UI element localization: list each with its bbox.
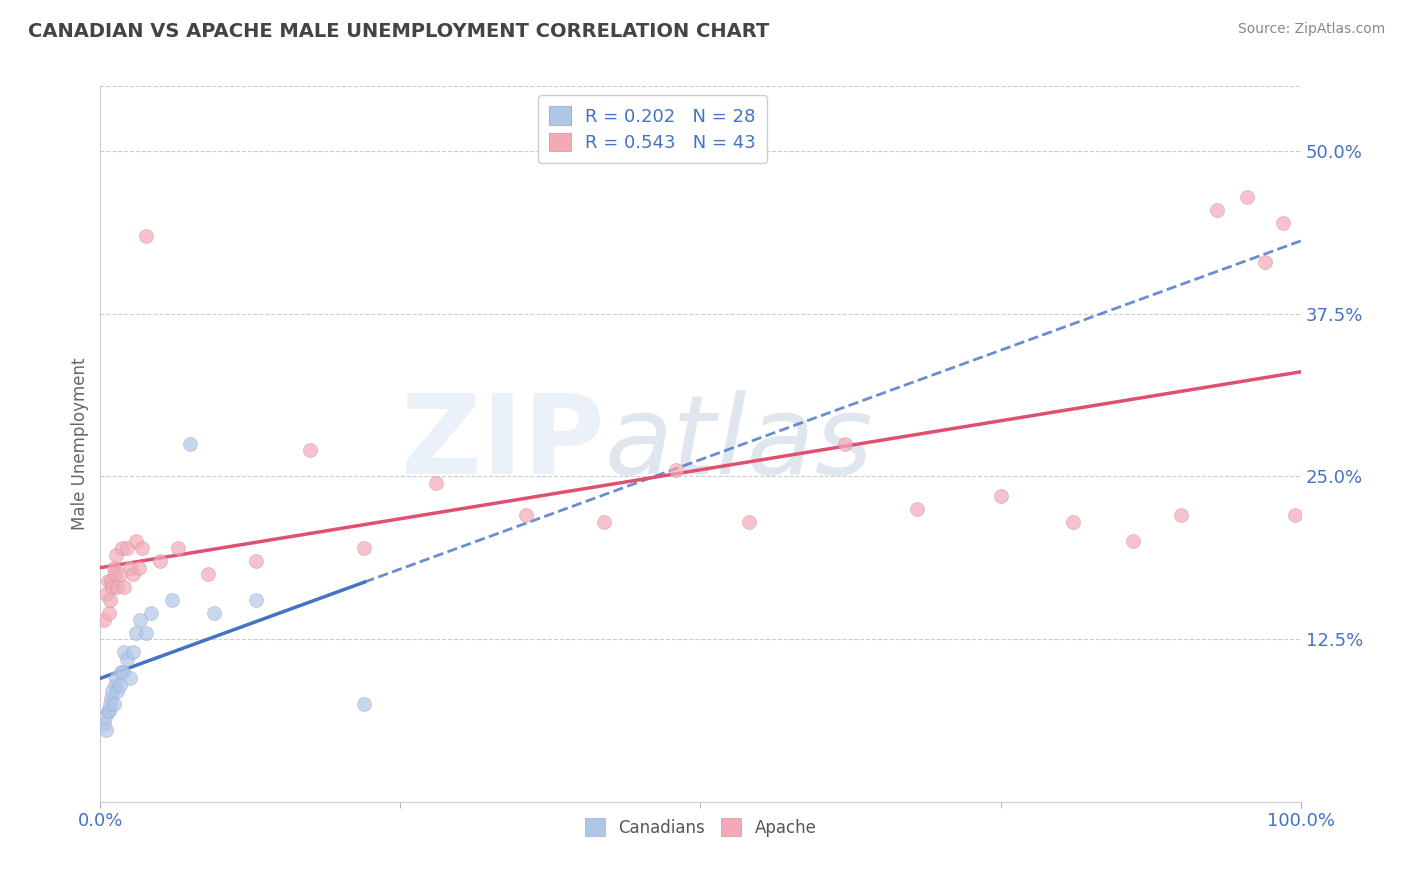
Point	[110, 665, 132, 679]
Point	[135, 625, 157, 640]
Point	[353, 697, 375, 711]
Point	[990, 489, 1012, 503]
Point	[299, 443, 322, 458]
Point	[96, 723, 118, 737]
Point	[96, 704, 118, 718]
Point	[103, 560, 125, 574]
Point	[108, 677, 131, 691]
Y-axis label: Male Unemployment: Male Unemployment	[72, 358, 89, 530]
Point	[1271, 216, 1294, 230]
Point	[101, 684, 124, 698]
Legend: Canadians, Apache: Canadians, Apache	[578, 812, 823, 843]
Point	[108, 567, 131, 582]
Point	[93, 716, 115, 731]
Point	[245, 554, 267, 568]
Point	[98, 593, 121, 607]
Point	[905, 502, 928, 516]
Point	[96, 586, 118, 600]
Point	[96, 574, 118, 588]
Point	[425, 475, 447, 490]
Point	[100, 690, 122, 705]
Point	[353, 541, 375, 555]
Point	[665, 463, 688, 477]
Text: Source: ZipAtlas.com: Source: ZipAtlas.com	[1237, 22, 1385, 37]
Point	[120, 560, 142, 574]
Point	[515, 508, 537, 523]
Point	[115, 651, 138, 665]
Point	[593, 515, 616, 529]
Point	[129, 613, 152, 627]
Point	[104, 677, 127, 691]
Point	[104, 548, 127, 562]
Point	[1205, 202, 1227, 217]
Point	[105, 684, 128, 698]
Point	[104, 671, 127, 685]
Point	[1284, 508, 1306, 523]
Point	[131, 541, 153, 555]
Point	[104, 567, 127, 582]
Point	[121, 567, 143, 582]
Point	[179, 437, 201, 451]
Point	[1253, 255, 1275, 269]
Point	[202, 606, 225, 620]
Text: CANADIAN VS APACHE MALE UNEMPLOYMENT CORRELATION CHART: CANADIAN VS APACHE MALE UNEMPLOYMENT COR…	[28, 22, 769, 41]
Point	[125, 625, 148, 640]
Point	[149, 554, 172, 568]
Point	[128, 560, 150, 574]
Point	[100, 574, 122, 588]
Point	[121, 645, 143, 659]
Point	[120, 671, 142, 685]
Point	[101, 580, 124, 594]
Point	[93, 613, 115, 627]
Text: atlas: atlas	[605, 391, 873, 498]
Point	[135, 228, 157, 243]
Point	[112, 665, 135, 679]
Point	[98, 697, 121, 711]
Point	[1122, 534, 1144, 549]
Point	[112, 580, 135, 594]
Point	[97, 704, 120, 718]
Point	[105, 580, 128, 594]
Point	[125, 534, 148, 549]
Point	[103, 697, 125, 711]
Point	[1236, 190, 1258, 204]
Point	[245, 593, 267, 607]
Point	[112, 645, 135, 659]
Point	[97, 606, 120, 620]
Point	[167, 541, 190, 555]
Point	[111, 541, 134, 555]
Point	[737, 515, 759, 529]
Point	[162, 593, 184, 607]
Point	[115, 541, 138, 555]
Point	[1062, 515, 1084, 529]
Point	[834, 437, 856, 451]
Text: ZIP: ZIP	[401, 391, 605, 498]
Point	[1170, 508, 1192, 523]
Point	[94, 710, 117, 724]
Point	[139, 606, 162, 620]
Point	[197, 567, 219, 582]
